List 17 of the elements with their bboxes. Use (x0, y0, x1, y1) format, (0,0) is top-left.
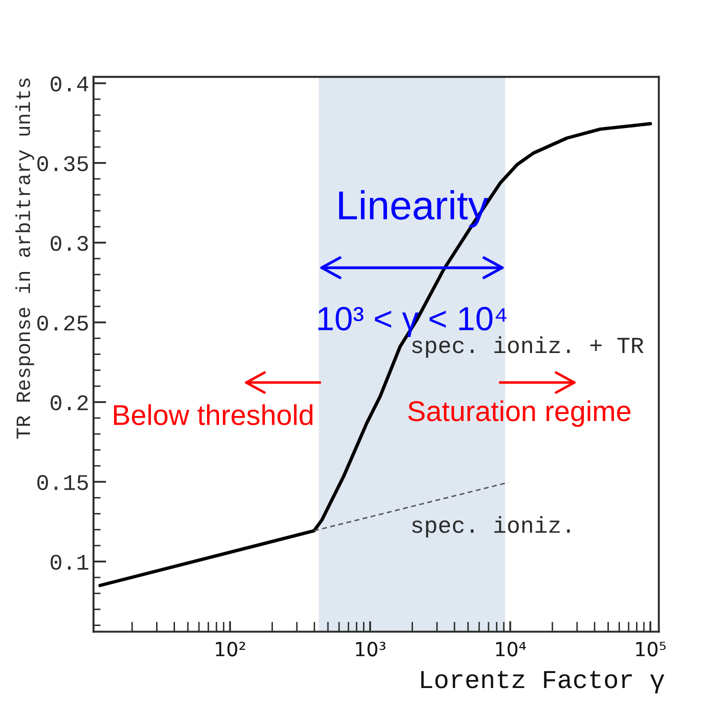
y-tick-label: 0.2 (50, 395, 88, 410)
x-tick-label: 10³ (356, 642, 386, 656)
y-tick-label: 0.1 (50, 554, 88, 570)
y-tick-label: 0.4 (50, 76, 88, 92)
annotation: Saturation regime (408, 400, 630, 427)
y-tick-label: 0.35 (37, 156, 88, 172)
x-axis-title: Lorentz Factor γ (421, 670, 664, 694)
x-tick-label: 10⁴ (496, 642, 526, 656)
y-tick-label: 0.15 (37, 475, 88, 490)
annotation: Below threshold (114, 404, 312, 426)
y-axis-title: TR Response in arbitrary units (15, 78, 34, 439)
y-tick-label: 0.25 (37, 316, 88, 331)
x-tick-label: 10² (216, 642, 246, 656)
annotation: spec. ioniz. + TR (412, 336, 644, 358)
x-tick-label: 10⁵ (636, 642, 666, 656)
annotation: spec. ioniz. (412, 516, 570, 538)
y-tick-label: 0.3 (50, 236, 88, 251)
